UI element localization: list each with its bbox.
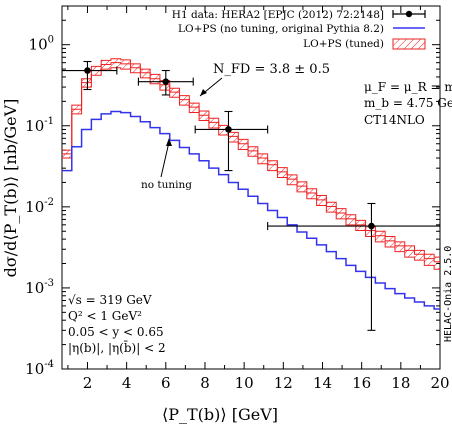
tuned-band-lower (62, 67, 440, 270)
annotation-no-tuning: no tuning (141, 179, 192, 191)
y-tick-exponent: -2 (44, 197, 54, 208)
y-tick-exponent: 0 (48, 35, 54, 46)
x-tick-label: 16 (352, 374, 371, 392)
tick-labels: 2 4 6 8 10 12 14 16 18 20 10-4 10-3 10-2 10-1 100 (25, 35, 449, 392)
legend-label-h1-data: H1 data: HERA2 [EPJC (2012) 72:2148] (172, 9, 384, 21)
annotation-no-tuning-arrow (160, 141, 170, 178)
x-tick-label: 20 (430, 374, 449, 392)
y-tick-exponent: -4 (44, 359, 54, 370)
data-points-layer (62, 60, 440, 331)
legend: H1 data: HERA2 [EPJC (2012) 72:2148] LO+… (172, 9, 426, 50)
x-tick-label: 6 (161, 374, 171, 392)
x-tick-label: 4 (122, 374, 132, 392)
data-point (162, 78, 170, 85)
annotation-scales-1: μ_F = μ_R = m_T (364, 80, 452, 94)
y-tick-label: 10-4 (25, 359, 54, 378)
annotation-nfd-arrowhead (200, 89, 207, 96)
annotations: N_FD = 3.8 ± 0.5 μ_F = μ_R = m_T m_b = 4… (68, 62, 452, 355)
watermark: HELAC-Onia 2.5.0 (443, 246, 452, 342)
annotation-cut-y: 0.05 < y < 0.65 (68, 325, 164, 339)
annotation-cut-q2: Q² < 1 GeV² (68, 309, 142, 323)
y-tick-label: 100 (29, 35, 54, 54)
legend-marker-tuned-band (392, 38, 426, 50)
tuned-band-upper (62, 58, 440, 258)
x-tick-label: 8 (200, 374, 210, 392)
x-tick-label: 18 (391, 374, 410, 392)
annotation-cut-sqrt-s: √s = 319 GeV (68, 293, 152, 307)
tuned-band-layer (62, 58, 440, 270)
y-tick-exponent: -3 (44, 278, 54, 289)
no-tuning-histogram-line (62, 110, 440, 310)
annotation-nfd: N_FD = 3.8 ± 0.5 (213, 62, 330, 77)
y-tick-label: 10-3 (25, 278, 54, 297)
x-tick-label: 2 (83, 374, 93, 392)
legend-label-tuned: LO+PS (tuned) (303, 38, 384, 50)
x-tick-label: 12 (274, 374, 293, 392)
annotation-pdf: CT14NLO (364, 113, 425, 127)
x-tick-label: 14 (313, 374, 332, 392)
x-tick-label: 10 (235, 374, 254, 392)
plot-frame (61, 5, 441, 370)
y-tick-label: 10-1 (25, 116, 54, 135)
data-point (225, 126, 232, 133)
data-point (84, 67, 91, 74)
annotation-scales-2: m_b = 4.75 GeV (364, 96, 452, 110)
legend-label-no-tuning: LO+PS (no tuning, original Pythia 8.2) (178, 23, 384, 35)
annotation-cut-eta: |η(b)|, |η(b̄)| < 2 (68, 339, 166, 355)
tuned-central-line (62, 62, 440, 263)
annotation-no-tuning-arrowhead (166, 138, 172, 146)
x-axis-title: ⟨P_T(b)⟩ [GeV] (162, 405, 278, 424)
data-point (368, 222, 375, 230)
y-axis-title: dσ/d⟨P_T(b)⟩ [nb/GeV] (1, 99, 20, 278)
legend-marker-h1-dot (405, 10, 413, 18)
y-tick-label: 10-2 (25, 197, 54, 216)
y-tick-exponent: -1 (44, 116, 54, 127)
series-layer (62, 110, 440, 310)
